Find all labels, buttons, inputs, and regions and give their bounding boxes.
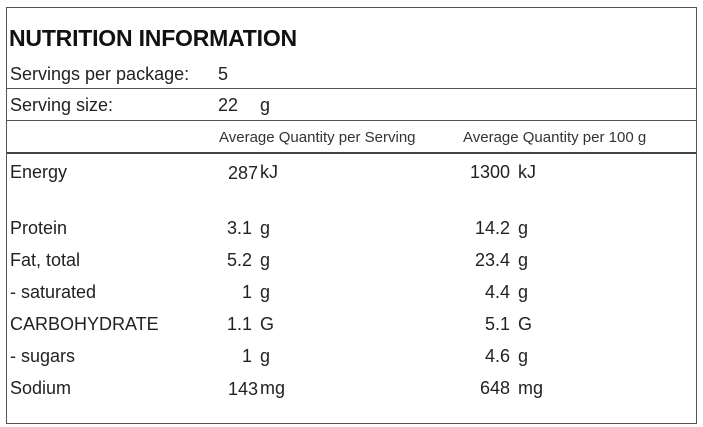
fat-per-serving-value: 5.2 [226,250,252,270]
energy-per-100g-value: 1300 [469,162,510,182]
fat-per-100g-unit: g [518,250,529,270]
nutrient-label-energy: Energy [10,162,68,182]
nutrient-label-saturated: - saturated [10,282,97,302]
nutrient-label-protein: Protein [10,218,68,238]
energy-per-serving-value: 287 [227,163,258,183]
protein-per-serving-value: 3.1 [226,218,252,238]
sugars-per-serving-unit: g [260,346,271,366]
protein-per-100g-unit: g [518,218,529,238]
nutrient-label-sodium: Sodium [10,378,72,398]
saturated-per-100g-value: 4.4 [484,282,510,302]
sodium-per-100g-value: 648 [479,378,510,398]
nutrient-label-sugars: - sugars [10,346,76,366]
serving-size-label: Serving size: [10,95,114,115]
protein-per-100g-value: 14.2 [474,218,510,238]
serving-size-value: 22 [218,95,239,115]
servings-per-package-value: 5 [218,64,229,84]
panel-title: NUTRITION INFORMATION [9,25,297,51]
fat-per-serving-unit: g [260,250,271,270]
energy-per-100g-unit: kJ [518,162,536,182]
sodium-per-serving-unit: mg [260,378,286,398]
nutrition-panel: NUTRITION INFORMATION Servings per packa… [6,7,697,424]
header-divider [7,152,696,154]
sugars-per-serving-value: 1 [241,346,252,366]
sugars-per-100g-value: 4.6 [484,346,510,366]
divider [7,120,696,121]
sugars-per-100g-unit: g [518,346,529,366]
saturated-per-serving-unit: g [260,282,271,302]
carbohydrate-per-serving-unit: G [260,314,275,334]
saturated-per-100g-unit: g [518,282,529,302]
servings-per-package-label: Servings per package: [10,64,190,84]
fat-per-100g-value: 23.4 [474,250,510,270]
nutrient-label-fat-total: Fat, total [10,250,81,270]
sodium-per-100g-unit: mg [518,378,544,398]
carbohydrate-per-100g-unit: G [518,314,533,334]
nutrient-label-carbohydrate: CARBOHYDRATE [10,314,159,334]
carbohydrate-per-serving-value: 1.1 [226,314,252,334]
divider [7,88,696,89]
carbohydrate-per-100g-value: 5.1 [484,314,510,334]
serving-size-unit: g [260,95,271,115]
column-header-per-serving: Average Quantity per Serving [219,129,416,146]
sodium-per-serving-value: 143 [227,379,258,399]
energy-per-serving-unit: kJ [260,162,278,182]
protein-per-serving-unit: g [260,218,271,238]
column-header-per-100g: Average Quantity per 100 g [463,129,647,146]
saturated-per-serving-value: 1 [241,282,252,302]
